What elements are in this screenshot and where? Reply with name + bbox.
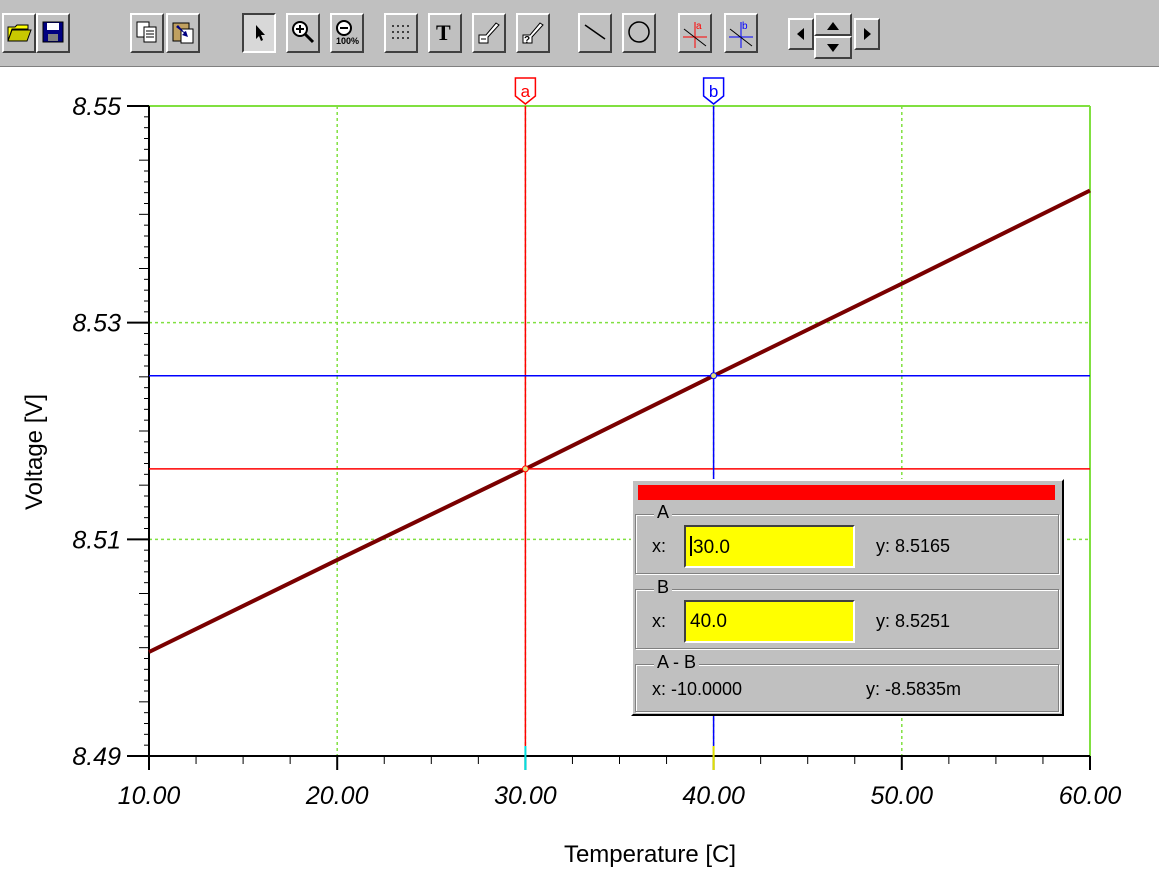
x-tick-label: 30.00 xyxy=(494,782,557,810)
cursor-diff-title: A - B xyxy=(654,652,700,673)
x-tick-label: 40.00 xyxy=(682,782,745,810)
paste-button[interactable] xyxy=(166,13,200,53)
cursor-diff-x-value: x: -10.0000 xyxy=(652,679,743,699)
cursor-a-group: A x: 30.0 y: 8.5165 xyxy=(635,502,1059,574)
y-axis-label: Voltage [V] xyxy=(21,394,48,510)
save-button[interactable] xyxy=(36,13,70,53)
cursor-b-title: B xyxy=(654,577,673,598)
cursor-a-x-input[interactable]: 30.0 xyxy=(684,525,855,568)
cursor-b-flag[interactable] xyxy=(702,77,725,105)
chart[interactable]: 10.00 20.00 30.00 40.00 50.00 60.00 8.55 8.53 8.… xyxy=(0,66,1159,871)
svg-text:?: ? xyxy=(524,35,530,45)
cursor-b-x-value: 40.0 xyxy=(690,611,727,632)
cursor-readout-panel: A x: 30.0 y: 8.5165 B x: 40.0 y: 8.5251 … xyxy=(631,479,1064,716)
scroll-up-button[interactable] xyxy=(814,13,852,36)
annotate-query-button[interactable]: ? xyxy=(516,13,550,53)
circle-button[interactable] xyxy=(622,13,656,53)
cursor-a-x-label: x: xyxy=(652,536,667,556)
cursor-b-button[interactable]: b xyxy=(724,13,758,53)
cursor-a-button[interactable]: a xyxy=(678,13,712,53)
svg-text:100%: 100% xyxy=(336,36,359,45)
scroll-up-down xyxy=(814,13,852,59)
open-button[interactable] xyxy=(2,13,36,53)
y-tick-label: 8.55 xyxy=(72,93,121,121)
grid-button[interactable] xyxy=(384,13,418,53)
cursor-diff-y-value: y: -8.5835m xyxy=(866,679,962,699)
scroll-down-button[interactable] xyxy=(814,36,852,59)
x-tick-label: 20.00 xyxy=(305,782,369,810)
cursor-b-y-value: y: 8.5251 xyxy=(876,611,951,631)
cursor-a-flag-label: a xyxy=(521,82,531,101)
zoom-in-button[interactable] xyxy=(286,13,320,53)
svg-text:b: b xyxy=(742,21,748,32)
cursor-b-x-label: x: xyxy=(652,611,667,631)
cursor-b-flag-label: b xyxy=(709,82,718,101)
y-tick-label: 8.53 xyxy=(72,310,121,338)
zoom-out-button[interactable]: 100% xyxy=(330,13,364,53)
annotate-button[interactable] xyxy=(472,13,506,53)
cursor-a-y-value: y: 8.5165 xyxy=(876,536,951,556)
scroll-left-button[interactable] xyxy=(788,18,814,50)
y-tick-label: 8.51 xyxy=(72,526,121,554)
scroll-right-button[interactable] xyxy=(854,18,880,50)
cursor-b-x-input[interactable]: 40.0 xyxy=(684,600,855,643)
cursor-b-group: B x: 40.0 y: 8.5251 xyxy=(635,577,1059,649)
x-tick-label: 10.00 xyxy=(118,782,181,810)
line-button[interactable] xyxy=(578,13,612,53)
toolbar: 100% T ? a b xyxy=(0,0,1159,67)
cursor-a-x-value: 30.0 xyxy=(693,537,730,558)
cursor-diff-group: A - B x: -10.0000 y: -8.5835m xyxy=(635,652,1059,712)
copy-button[interactable] xyxy=(130,13,164,53)
readout-title-bar[interactable] xyxy=(638,485,1055,500)
pointer-button[interactable] xyxy=(242,13,276,53)
series xyxy=(148,188,1091,654)
x-axis-label: Temperature [C] xyxy=(564,841,736,868)
cursor-a-flag[interactable] xyxy=(514,77,537,105)
svg-text:T: T xyxy=(436,20,451,45)
ticks: 10.00 20.00 30.00 40.00 50.00 60.00 8.55 8.53 8.… xyxy=(72,93,1121,810)
svg-text:a: a xyxy=(696,21,702,32)
voltage-series-line xyxy=(148,188,1091,654)
y-tick-label: 8.49 xyxy=(72,743,121,771)
cursor-a-point xyxy=(521,465,529,473)
x-tick-label: 60.00 xyxy=(1059,782,1122,810)
cursor-a-title: A xyxy=(654,502,673,523)
text-button[interactable]: T xyxy=(428,13,462,53)
cursor-b-point xyxy=(710,372,718,380)
x-tick-label: 50.00 xyxy=(871,782,934,810)
